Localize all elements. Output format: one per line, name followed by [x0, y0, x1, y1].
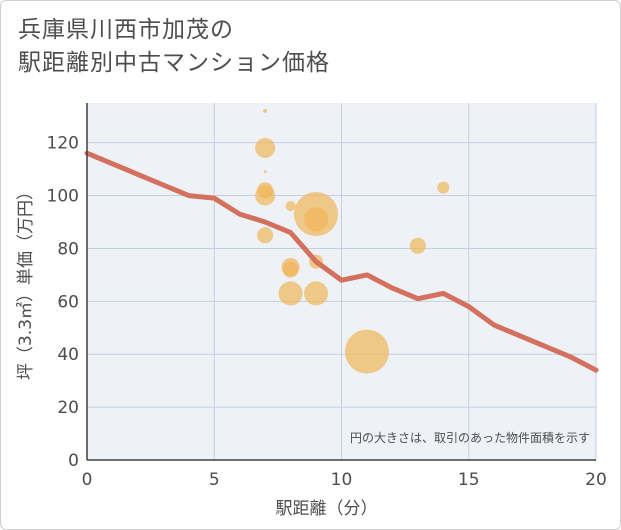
data-bubble: [304, 281, 329, 306]
y-axis-label: 坪（3.3㎡）単価（万円）: [16, 183, 36, 380]
data-bubble: [278, 281, 303, 306]
data-bubble: [255, 137, 276, 158]
data-bubble: [263, 170, 267, 174]
data-bubble: [263, 108, 268, 113]
tick-labels: 0 5 10 15 20 0 20 40 60 80 100 120: [47, 134, 607, 490]
data-bubble: [409, 237, 426, 254]
x-axis-label: 駅距離（分）: [276, 499, 378, 519]
data-bubble: [285, 201, 296, 212]
y-tick-label: 20: [57, 398, 79, 418]
y-tick-label: 40: [57, 345, 79, 365]
data-bubble: [282, 261, 299, 278]
data-bubble: [437, 181, 450, 194]
y-tick-label: 60: [57, 292, 79, 312]
title-line-2: 駅距離別中古マンション価格: [18, 50, 330, 76]
y-tick-label: 120: [47, 134, 79, 154]
y-tick-label: 100: [47, 187, 79, 207]
data-bubble: [257, 227, 274, 244]
bubble-series: [255, 108, 450, 374]
data-bubble: [344, 329, 389, 374]
chart-title: 兵庫県川西市加茂の 駅距離別中古マンション価格: [18, 14, 330, 80]
title-line-1: 兵庫県川西市加茂の: [18, 17, 234, 43]
y-tick-label: 0: [68, 451, 79, 471]
data-bubble: [304, 207, 329, 232]
x-tick-label: 10: [331, 470, 353, 490]
x-tick-label: 5: [209, 470, 220, 490]
trend-line: [84, 150, 599, 373]
x-tick-label: 15: [458, 470, 480, 490]
axes: [86, 103, 596, 461]
x-tick-label: 20: [585, 470, 607, 490]
y-tick-label: 80: [57, 239, 79, 259]
size-note: 円の大きさは、取引のあった物件面積を示す: [350, 430, 590, 445]
x-tick-label: 0: [82, 470, 93, 490]
data-bubble: [255, 185, 276, 206]
grid-lines: [87, 103, 597, 460]
